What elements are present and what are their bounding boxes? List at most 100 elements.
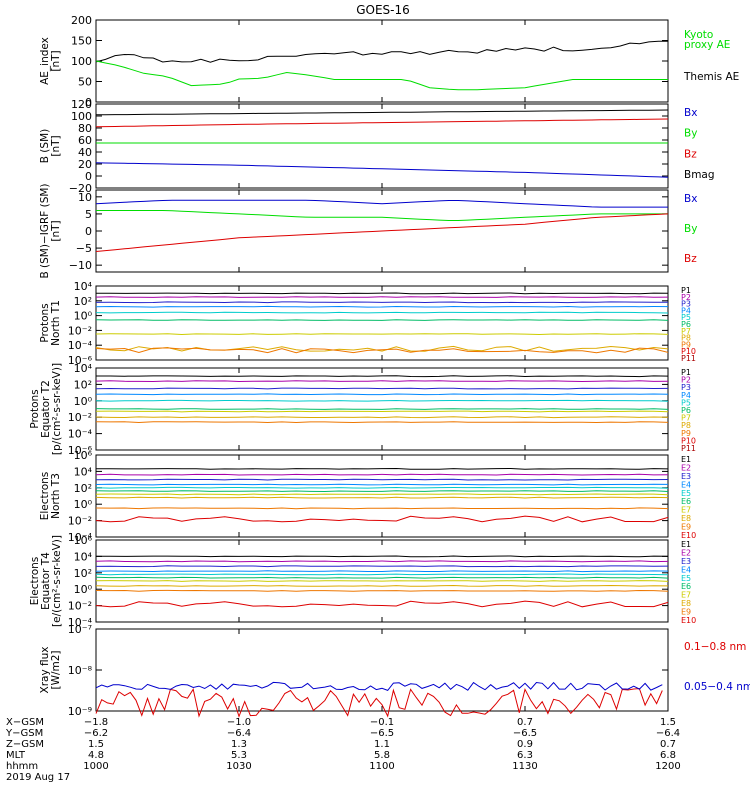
ytick-label-bdiff: 0 [85,225,92,238]
ytick-label-pe: 10⁴ [74,362,93,375]
channel-legend-ee: E2 [681,548,691,557]
ytick-label-en: 10⁰ [74,498,93,511]
channel-line-ee-e9 [95,589,669,592]
xaxis-row-value: −6.5 [513,728,537,739]
channel-line-pe-p1 [96,375,669,378]
channel-line-en-e10 [95,515,669,523]
channel-line-ee-e2 [95,560,669,563]
channel-legend-pe: P5 [681,398,691,407]
channel-line-ee-e1 [96,555,669,558]
ytick-label-en: 10⁴ [74,465,93,478]
ytick-label-bsm: 120 [71,98,92,111]
channel-line-pn-p5 [95,311,669,314]
ytick-label-pn: 10⁻⁴ [68,339,93,352]
channel-line-pe-p2 [95,380,669,383]
channel-legend-pe: P8 [681,421,691,430]
channel-legend-pe: P7 [681,414,691,423]
ylabel-bsm: [nT] [50,135,62,156]
ytick-label-bsm: 100 [71,110,92,123]
ytick-label-bsm: 80 [78,122,92,135]
chart-title: GOES-16 [356,3,410,17]
channel-line-en-e2 [95,473,669,476]
ytick-label-ee: 10⁻² [68,600,92,613]
ylabel-pe: Equator T2 [40,380,52,438]
channel-legend-en: E9 [681,523,691,532]
channel-line-pe-p9 [95,421,669,424]
ytick-label-bsm: 20 [78,158,92,171]
ytick-label-pn: 10² [74,295,92,308]
ylabel-en: Electrons [39,472,51,521]
panel-frame-xray [95,628,669,712]
ytick-label-pn: 10⁻² [68,324,92,337]
channel-legend-pe: P6 [681,406,691,415]
channel-line-pn-p7 [95,333,669,336]
channel-legend-ee: E1 [681,540,691,549]
series-line-bsm-bmag [95,109,669,116]
channel-legend-pn: P7 [681,327,691,336]
legend-bsm: Bx [684,107,697,119]
ytick-label-en: 10⁻² [68,515,92,528]
channel-legend-ee: E5 [681,574,691,583]
xaxis-row-value: 5.3 [231,750,247,761]
channel-legend-ee: E3 [681,557,691,566]
channel-line-pn-p1 [96,292,669,295]
ytick-label-ae: 100 [71,55,92,68]
panel-frame-ae [95,19,669,103]
channel-line-en-e7 [95,493,669,496]
channel-line-pe-p3 [95,387,669,390]
xaxis-row-value: 1.5 [660,717,676,728]
channel-line-ee-e10 [95,600,669,608]
channel-legend-en: E3 [681,472,691,481]
legend-bdiff: By [684,223,697,235]
ytick-label-xray: 10⁻⁷ [68,623,92,636]
ytick-label-pn: 10⁻⁶ [68,354,93,367]
ytick-label-pe: 10⁰ [74,395,93,408]
ylabel-en: North T3 [50,473,62,519]
channel-legend-pe: P4 [681,391,691,400]
series-line-xray-0 [95,687,663,718]
xaxis-row-value: −1.8 [84,717,108,728]
channel-legend-en: E7 [681,506,691,515]
channel-legend-pn: P8 [681,334,691,343]
xaxis-row-value: 5.8 [374,750,390,761]
ytick-label-bsm: 0 [85,170,92,183]
channel-legend-en: E8 [681,514,691,523]
ytick-label-bdiff: 10 [78,191,92,204]
ytick-label-pn: 10⁴ [74,280,93,293]
ytick-label-ae: 50 [78,76,92,89]
legend-bdiff: Bz [684,253,697,265]
xaxis-row-value: 1000 [83,761,108,772]
channel-line-ee-e6 [95,576,669,579]
ylabel-bdiff: B (SM)−IGRF (SM) [39,183,51,278]
ylabel-ee: Electrons [29,557,41,606]
channel-legend-ee: E10 [681,616,696,625]
legend-bsm: Bmag [684,169,715,181]
ylabel-xray: Xray flux [39,647,51,694]
ytick-label-bsm: −20 [69,182,92,195]
xaxis-row-value: 1100 [369,761,394,772]
channel-legend-pn: P2 [681,293,691,302]
series-line-bsm-bz [95,118,669,128]
channel-line-en-e4 [95,483,669,486]
legend-bsm: By [684,128,697,140]
legend-xray: 0.05−0.4 nm [684,681,750,693]
xaxis-row-value: 0.7 [660,739,676,750]
legend-bsm: Bz [684,148,697,160]
xaxis-row-value: 1030 [226,761,251,772]
channel-line-ee-e5 [95,573,669,576]
ytick-label-xray: 10⁻⁸ [68,664,93,677]
series-line-bdiff-by [96,210,668,221]
ytick-label-ae: 150 [71,35,92,48]
channel-legend-pn: P10 [681,347,696,356]
channel-line-pn-p3 [95,301,669,304]
series-line-ae-kyoto-proxy-ae [95,60,668,91]
ytick-label-bsm: 60 [78,134,92,147]
xaxis-row-value: −0.1 [370,717,394,728]
ylabel-pn: Protons [39,303,51,342]
channel-line-pn-p2 [95,296,669,298]
channel-legend-pn: P11 [681,354,696,363]
xaxis-row-value: −6.4 [656,728,680,739]
xaxis-row-label: Z−GSM [6,739,44,750]
xaxis-row-label: MLT [6,750,26,761]
ytick-label-ee: 10⁻⁴ [68,616,93,629]
